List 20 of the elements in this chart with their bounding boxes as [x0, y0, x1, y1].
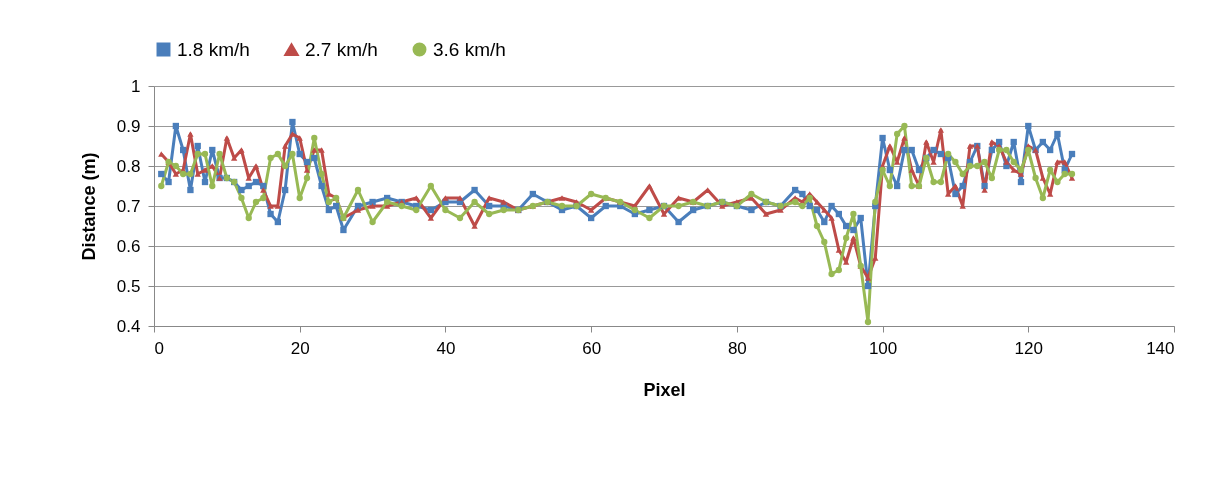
x-tick-label: 100 — [868, 338, 898, 358]
legend-label: 1.8 km/h — [177, 38, 250, 60]
x-tick-label: 140 — [1146, 338, 1175, 358]
legend-label: 3.6 km/h — [433, 38, 506, 60]
legend-label: 2.7 km/h — [305, 38, 378, 60]
y-axis-title: Distance (m) — [78, 152, 99, 261]
x-axis-title: Pixel — [643, 379, 686, 400]
x-tick-label: 20 — [290, 338, 310, 358]
y-tick-label: 0.5 — [116, 276, 141, 296]
x-tick-label: 0 — [154, 338, 164, 358]
x-tick-label: 40 — [436, 338, 456, 358]
y-tick-label: 0.8 — [116, 156, 141, 176]
y-tick-label: 0.7 — [116, 196, 141, 216]
y-tick-label: 0.9 — [116, 116, 141, 136]
y-tick-label: 0.6 — [116, 236, 141, 256]
y-tick-label: 1 — [131, 76, 141, 96]
x-tick-label: 120 — [1014, 338, 1043, 358]
x-tick-label: 60 — [582, 338, 602, 358]
x-tick-label: 80 — [727, 338, 747, 358]
y-tick-label: 0.4 — [116, 316, 141, 336]
